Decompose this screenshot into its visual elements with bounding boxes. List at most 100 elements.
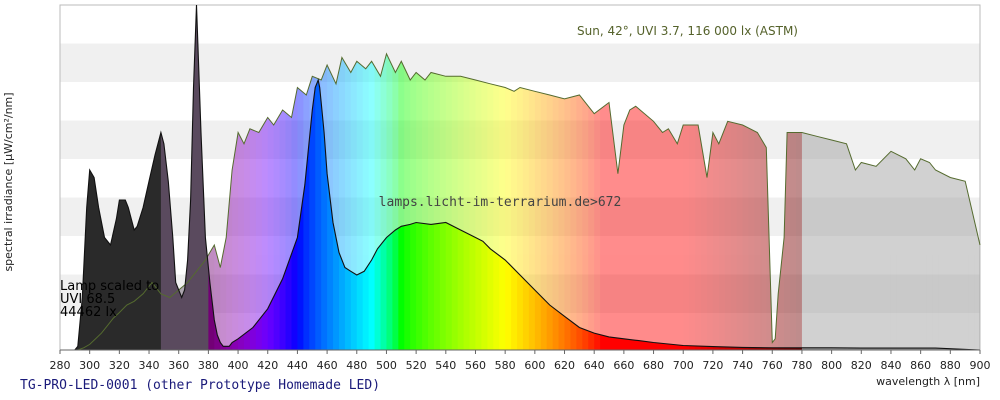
x-tick-label: 400 <box>228 359 249 372</box>
sun-fill-strip <box>742 53 750 350</box>
sun-fill-strip <box>255 53 263 350</box>
sun-fill-strip <box>451 53 459 350</box>
sun-fill-strip <box>273 53 281 350</box>
lamp-scaled-label-line3: 44462 lx <box>60 305 117 320</box>
sun-fill-strip <box>350 53 358 350</box>
sun-fill-strip <box>807 53 815 350</box>
x-tick-label: 800 <box>821 359 842 372</box>
sun-fill-strip <box>261 53 269 350</box>
sun-fill-strip <box>249 53 257 350</box>
sun-fill-strip <box>926 53 934 350</box>
grid-band <box>60 120 980 159</box>
sun-fill-strip <box>647 53 655 350</box>
sun-fill-strip <box>386 53 393 350</box>
sun-fill-strip <box>232 53 239 350</box>
sun-fill-strip <box>736 53 744 350</box>
sun-fill-strip <box>902 53 910 350</box>
sun-fill-strip <box>392 53 399 350</box>
sun-fill-strip <box>362 53 370 350</box>
sun-fill-strip <box>564 53 572 350</box>
lamp-fill-strip <box>196 5 204 350</box>
sun-fill-strip <box>433 53 441 350</box>
sun-fill-strip <box>582 53 589 350</box>
sun-fill-strip <box>600 53 607 350</box>
sun-fill-strip <box>487 53 494 350</box>
sun-fill-strip <box>861 53 868 350</box>
grid-band <box>60 197 980 236</box>
sun-fill-strip <box>499 53 506 350</box>
sun-spectrum-line <box>60 52 981 351</box>
sun-fill-strip <box>867 53 874 350</box>
lamp-fill-strip <box>190 5 198 350</box>
sun-fill-strip <box>546 53 554 350</box>
sun-fill-strip <box>641 53 649 350</box>
sun-fill-strip <box>505 53 512 350</box>
x-tick-label: 600 <box>524 359 545 372</box>
x-tick-label: 740 <box>732 359 753 372</box>
sun-fill-strip <box>594 53 601 350</box>
sun-fill-strip <box>285 53 293 350</box>
sun-fill-strip <box>950 53 957 350</box>
x-tick-label: 280 <box>50 359 71 372</box>
sun-fill-strip <box>718 53 726 350</box>
sun-fill-strip <box>849 53 856 350</box>
sun-fill-strip <box>517 53 524 350</box>
sun-fill-strip <box>606 53 613 350</box>
lamp-fill-strip <box>154 5 162 350</box>
sun-fill-strip <box>712 53 720 350</box>
chart-title: TG-PRO-LED-0001 (other Prototype Homemad… <box>20 378 380 393</box>
sun-fill-strip <box>801 53 809 350</box>
sun-fill-strip <box>576 53 583 350</box>
sun-fill-strip <box>914 53 922 350</box>
sun-fill-strip <box>896 53 904 350</box>
lamp-fill-strip <box>149 5 156 350</box>
sun-fill-strip <box>552 53 560 350</box>
y-axis-label: spectral irradiance [µW/cm²/nm] <box>2 92 15 271</box>
sun-fill-strip <box>879 53 886 350</box>
sun-fill-strip <box>617 53 625 350</box>
sun-fill-strip <box>612 53 619 350</box>
sun-fill-strip <box>338 53 346 350</box>
x-tick-label: 560 <box>465 359 486 372</box>
sun-fill-strip <box>724 53 732 350</box>
sun-fill-strip <box>659 53 667 350</box>
sun-fill-strip <box>683 53 690 350</box>
sun-fill-strip <box>796 53 803 350</box>
sun-fill-strip <box>297 53 304 350</box>
watermark-text: lamps.licht-im-terrarium.de>672 <box>379 195 622 210</box>
x-tick-label: 860 <box>910 359 931 372</box>
x-tick-label: 460 <box>317 359 338 372</box>
sun-fill-strip <box>837 53 845 350</box>
x-tick-label: 420 <box>257 359 278 372</box>
x-tick-label: 380 <box>198 359 219 372</box>
sun-fill-strip <box>291 53 299 350</box>
sun-fill-strip <box>344 53 352 350</box>
sun-fill-strip <box>890 53 898 350</box>
sun-fill-strip <box>760 53 767 350</box>
sun-fill-strip <box>819 53 827 350</box>
x-tick-label: 840 <box>880 359 901 372</box>
sun-fill-strip <box>457 53 465 350</box>
sun-fill-strip <box>932 53 940 350</box>
sun-fill-strip <box>404 53 411 350</box>
sun-fill-strip <box>368 53 376 350</box>
sun-fill-strip <box>956 53 963 350</box>
x-tick-label: 500 <box>376 359 397 372</box>
sun-fill-strip <box>843 53 851 350</box>
sun-fill-strip <box>784 53 791 350</box>
sun-fill-strip <box>908 53 916 350</box>
sun-fill-strip <box>831 53 839 350</box>
sun-fill-strip <box>511 53 518 350</box>
sun-fill-strip <box>333 53 340 350</box>
sun-fill-strip <box>439 53 447 350</box>
sun-fill-strip <box>885 53 892 350</box>
x-tick-label: 900 <box>970 359 991 372</box>
lamp-scaled-label-line2: UVI 68.5 <box>60 292 115 307</box>
x-tick-label: 760 <box>762 359 783 372</box>
sun-fill-strip <box>653 53 661 350</box>
sun-fill-strip <box>623 53 631 350</box>
sun-fill-strip <box>920 53 928 350</box>
sun-fill-strip <box>570 53 577 350</box>
sun-fill-strip <box>635 53 643 350</box>
